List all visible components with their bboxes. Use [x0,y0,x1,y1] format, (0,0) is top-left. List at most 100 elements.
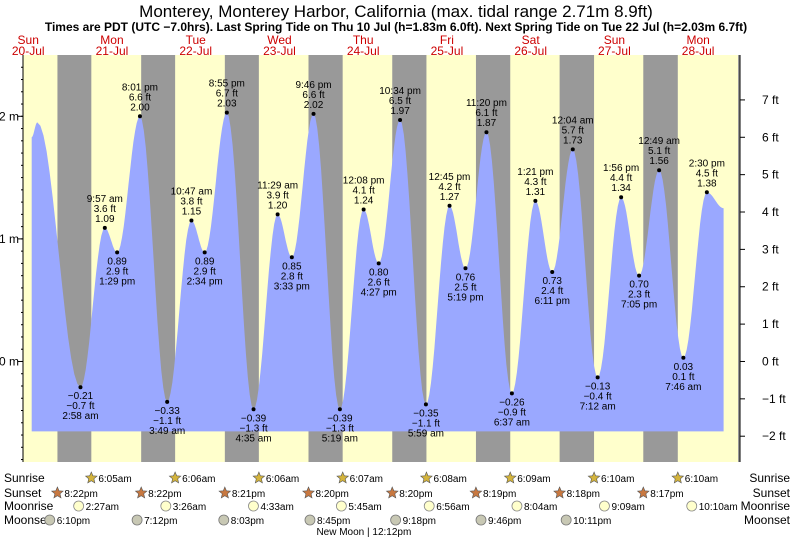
extreme-feet: −1.1 ft [153,416,181,427]
extreme-time: 2:30 pm [689,158,725,169]
moonset-icon [390,514,402,526]
extreme-meters: 1.15 [182,206,202,217]
sunset-icon [50,486,64,499]
sunset-time: 8:20pm [316,489,349,500]
sunrise-time: 6:10am [601,474,634,485]
moonset-time: 10:11pm [573,516,611,527]
extreme-feet: 2.8 ft [281,271,303,282]
day-date: 21-Jul [96,44,129,58]
extreme-feet: 6.6 ft [302,90,324,101]
day-weekday: Mon [686,33,709,47]
extreme-dot [251,407,256,412]
extreme-time: 4:35 am [235,433,271,444]
left-tick-label: 2 m [0,109,19,123]
extreme-meters: 2.00 [130,102,150,113]
extreme-meters: −0.39 [327,413,353,424]
extreme-time: 7:46 am [665,382,701,393]
extreme-feet: 2.9 ft [194,266,216,277]
sunrise-time: 6:09am [517,474,550,485]
extreme-meters: 2.02 [304,100,324,111]
sunset-icon [469,486,483,499]
extreme-time: 12:45 pm [429,172,471,183]
moonset-time: 6:10pm [57,516,90,527]
extreme-feet: −1.3 ft [326,423,354,434]
extreme-dot [509,391,514,396]
extreme-time: 10:34 pm [379,86,421,97]
extreme-feet: 3.6 ft [94,204,116,215]
extreme-dot [423,402,428,407]
extreme-dot [289,255,294,260]
extreme-feet: 4.2 ft [438,182,460,193]
row-label-left: Sunrise [4,471,45,485]
moonset-time: 9:18pm [403,516,436,527]
extreme-feet: 2.6 ft [368,277,390,288]
extreme-time: 11:29 am [257,180,298,191]
sunset-icon [385,486,399,499]
sunrise-icon [419,471,433,484]
moonrise-time: 3:26am [173,502,206,513]
extreme-meters: 0.85 [282,261,302,272]
extreme-time: 8:01 pm [122,82,158,93]
row-label-right: Sunset [753,486,791,500]
day-date: 23-Jul [263,44,296,58]
extreme-feet: 4.4 ft [610,173,632,184]
day-weekday: Wed [267,33,291,47]
right-tick-label: 4 ft [762,205,779,219]
left-tick-label: 0 m [0,354,19,368]
moonrise-icon [248,500,259,512]
moonrise-time: 6:56am [436,502,469,513]
extreme-dot [115,250,120,255]
extreme-meters: −0.33 [155,406,181,417]
extreme-time: 2:34 pm [187,276,223,287]
extreme-time: 3:33 pm [274,281,310,292]
extreme-feet: 2.3 ft [628,290,650,301]
moonrise-time: 2:27am [86,502,119,513]
extreme-time: 8:55 pm [209,79,245,90]
extreme-meters: 1.20 [268,200,288,211]
extreme-time: 9:46 pm [295,80,331,91]
moonrise-icon [686,500,698,512]
extreme-dot [704,190,709,195]
sunset-time: 8:22pm [64,489,97,500]
moonrise-time: 10:10am [699,502,738,513]
extreme-time: 5:19 pm [447,292,483,303]
extreme-dot [570,147,575,152]
extreme-feet: −0.9 ft [498,407,526,418]
extreme-meters: 1.27 [440,192,460,203]
moonset-time: 9:46pm [488,516,521,527]
extreme-time: 5:19 am [322,433,358,444]
moonrise-time: 8:04am [524,502,557,513]
extreme-meters: 2.03 [217,99,237,110]
sunrise-icon [252,471,266,484]
sunrise-icon [336,471,350,484]
right-tick-label: 3 ft [762,242,779,256]
sunrise-time: 6:06am [266,474,299,485]
sunset-time: 8:18pm [567,489,600,500]
extreme-feet: 3.8 ft [180,196,202,207]
sunrise-time: 6:10am [685,474,718,485]
extreme-dot [224,110,229,115]
extreme-labels: −0.21−0.7 ft2:58 am 9:57 am3.6 ft1.09 0.89… [62,79,725,445]
extreme-meters: −0.21 [68,391,94,402]
right-tick-label: 0 ft [762,354,779,368]
extreme-dot [189,218,194,223]
row-label-right: Sunrise [749,471,790,485]
extreme-meters: −0.35 [413,408,439,419]
extreme-dot [311,111,316,116]
sunset-time: 8:22pm [148,489,181,500]
extreme-time: 1:29 pm [99,276,135,287]
sunrise-icon [84,471,98,484]
extreme-dot [595,375,600,380]
extreme-dot [275,212,280,217]
moonrise-time: 5:45am [348,502,381,513]
right-tick-label: 7 ft [762,93,779,107]
sunset-time: 8:17pm [650,489,683,500]
night-band [738,55,740,462]
moonset-time: 7:12pm [144,516,177,527]
row-label-left: Moonrise [4,499,54,513]
extreme-dot [137,114,142,119]
extreme-time: 7:12 am [580,401,616,412]
extreme-dot [78,385,83,390]
extreme-dot [550,269,555,274]
